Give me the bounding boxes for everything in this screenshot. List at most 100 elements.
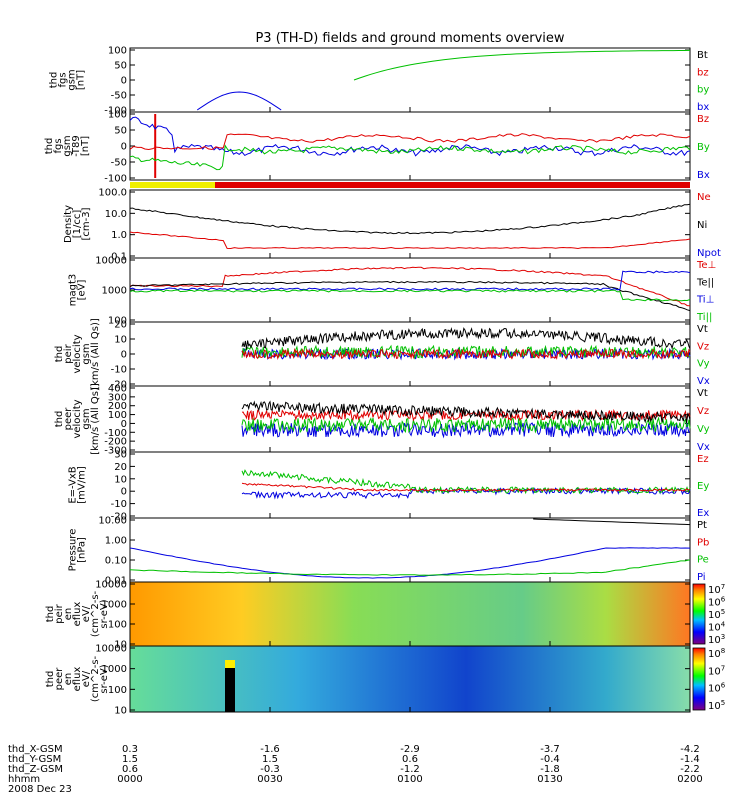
y-axis-label: thdfgsgsm[nT] bbox=[49, 69, 87, 90]
legend-entry: Te|| bbox=[696, 277, 714, 288]
panel-frame bbox=[129, 47, 691, 113]
colorbar-tick: 104 bbox=[708, 621, 726, 634]
ephemeris-value: 0100 bbox=[397, 774, 422, 785]
panel-frame bbox=[129, 111, 691, 181]
ephemeris-value: -1.8 bbox=[540, 764, 560, 775]
colorbar-tick: 103 bbox=[708, 633, 725, 646]
colorbar-tick: 105 bbox=[708, 608, 725, 621]
Pt-trace bbox=[533, 518, 691, 526]
Ez-trace bbox=[241, 482, 691, 492]
ephemeris-value: 0030 bbox=[257, 774, 282, 785]
y-tick-label: -100 bbox=[104, 106, 127, 117]
y-tick-label: 10.00 bbox=[98, 516, 127, 527]
y-axis-label: thdpeervelocitygsm[km/s (All Qs)] bbox=[54, 383, 101, 455]
ephemeris-value: -1.2 bbox=[400, 764, 420, 775]
quality-bar-red bbox=[215, 182, 690, 188]
panel-temp: 10000 1000 100 magt3[eV] Te⊥ Te|| Ti⊥ Ti|| bbox=[68, 256, 717, 327]
panel-fgs-t89: 100 50 0 -50 -100 thdfgsgsm-T89[nT] Bz By Bx bbox=[44, 110, 710, 185]
legend-entry: Te⊥ bbox=[696, 260, 716, 271]
Bz-trace bbox=[129, 133, 691, 151]
colorbar-tick: 107 bbox=[708, 664, 725, 677]
y-tick-label: -10 bbox=[111, 499, 127, 510]
y-tick-label: 0 bbox=[121, 142, 127, 153]
y-tick-label: 50 bbox=[114, 61, 127, 72]
y-tick-label: 0 bbox=[121, 76, 127, 87]
y-tick-label: -50 bbox=[111, 158, 127, 169]
panel-peer-spec: 108 107 106 105 10000 1000 100 10 thdpeereneflux… bbox=[45, 644, 726, 717]
Te-perp-trace bbox=[129, 266, 691, 307]
traces bbox=[129, 49, 691, 579]
ephemeris-value: 0200 bbox=[677, 774, 702, 785]
ephemeris-value: 0000 bbox=[117, 774, 142, 785]
legend-entry: Bz bbox=[697, 114, 709, 125]
y-axis-label: thdpeirvelocitygsm[km/s (All Qs)] bbox=[54, 318, 101, 390]
chart-title: P3 (TH-D) fields and ground moments over… bbox=[255, 31, 564, 46]
y-tick-label: -200 bbox=[104, 437, 127, 448]
y-tick-label: 0 bbox=[121, 419, 127, 430]
y-tick-label: 10000 bbox=[95, 644, 127, 655]
Ey-trace bbox=[241, 469, 691, 495]
y-tick-label: 100 bbox=[108, 410, 127, 421]
y-tick-label: 1.00 bbox=[105, 536, 127, 547]
legend-entry: Ni bbox=[697, 220, 707, 231]
ephemeris-value: -0.4 bbox=[540, 754, 560, 765]
Pe-trace bbox=[129, 559, 691, 576]
legend-entry: Vt bbox=[697, 324, 708, 335]
panel-frame bbox=[129, 451, 691, 519]
y-tick-label: 100 bbox=[108, 110, 127, 121]
ephemeris-label: hhmm bbox=[8, 774, 40, 785]
y-tick-label: -20 bbox=[111, 512, 127, 523]
y-tick-label: 50 bbox=[114, 126, 127, 137]
y-tick-label: 1000 bbox=[102, 286, 127, 297]
y-tick-label: -10 bbox=[111, 365, 127, 376]
legend-entry: By bbox=[697, 142, 710, 153]
Te-par-trace bbox=[129, 280, 691, 312]
Ti-par-trace bbox=[129, 289, 691, 302]
date-label: 2008 Dec 23 bbox=[8, 784, 72, 795]
y-axis-label: E=-VxB[mV/m] bbox=[68, 466, 88, 504]
y-tick-label: 200 bbox=[108, 401, 127, 412]
legend-entry: Bt bbox=[697, 50, 708, 61]
y-tick-label: 20 bbox=[114, 320, 127, 331]
Vt-trace-elec bbox=[241, 400, 691, 424]
Vy-trace-ions bbox=[241, 344, 691, 360]
y-tick-label: 1.0 bbox=[111, 230, 127, 241]
y-tick-label: 100.0 bbox=[98, 188, 127, 199]
panel-pressure: 10.00 1.00 0.10 0.01 Pressure[nPa] Pt Pb Pe Pi bbox=[68, 516, 710, 587]
y-tick-label: 20 bbox=[114, 462, 127, 473]
Vz-trace-ions bbox=[241, 347, 691, 360]
y-tick-label: 10000 bbox=[95, 580, 127, 591]
legend-entry: Ey bbox=[697, 481, 709, 492]
y-tick-label: 0.1 bbox=[111, 252, 127, 263]
ephemeris-value: -4.2 bbox=[680, 744, 700, 755]
y-tick-label: 30 bbox=[114, 450, 127, 461]
ephemeris-value: 0.3 bbox=[122, 744, 138, 755]
By-trace bbox=[129, 144, 691, 171]
y-tick-label: 10 bbox=[114, 474, 127, 485]
legend-entry: Ti|| bbox=[696, 312, 712, 323]
Vy-trace-elec bbox=[241, 416, 691, 434]
y-tick-label: 10.0 bbox=[105, 209, 127, 220]
y-axis-label: thdpeerenefluxeV/(cm^2-s-sr-eV) bbox=[45, 655, 110, 702]
ephemeris-value: -3.7 bbox=[540, 744, 560, 755]
y-tick-label: -20 bbox=[111, 380, 127, 391]
colorbar-tick: 105 bbox=[708, 699, 725, 712]
panels: 100500-50-100thdfgsgsm[nT]Btbzbybx100500… bbox=[44, 46, 726, 717]
bx-trace bbox=[196, 91, 282, 111]
y-tick-label: 0.10 bbox=[105, 556, 127, 567]
legend-entry: Vx bbox=[697, 442, 710, 453]
Ti-perp-trace bbox=[129, 270, 691, 291]
y-axis-label: Density[1/cc][cm-3] bbox=[63, 205, 92, 243]
by-trace bbox=[353, 49, 691, 81]
ephemeris-value: 0.6 bbox=[402, 754, 418, 765]
quality-bar-yellow bbox=[130, 182, 215, 188]
legend-entry: Vx bbox=[697, 376, 710, 387]
y-tick-label: -100 bbox=[104, 428, 127, 439]
ephemeris-value: 1.5 bbox=[262, 754, 278, 765]
ephemeris-label: thd_Z-GSM bbox=[8, 764, 63, 775]
colorbar-tick: 106 bbox=[708, 596, 726, 609]
y-tick-label: 1000 bbox=[102, 600, 127, 611]
legend-entry: Ex bbox=[697, 508, 709, 519]
